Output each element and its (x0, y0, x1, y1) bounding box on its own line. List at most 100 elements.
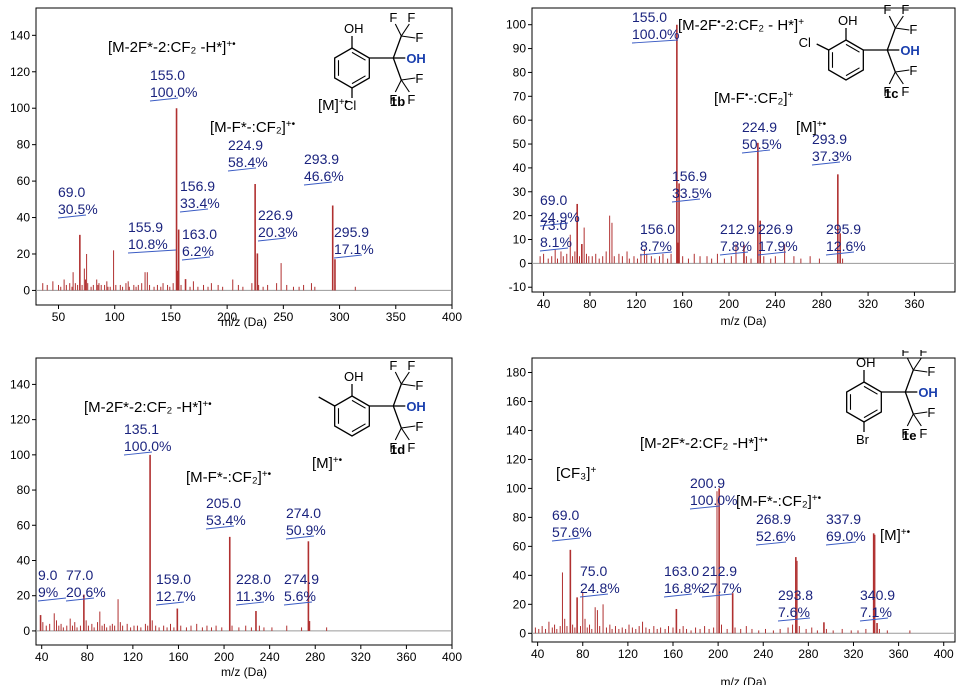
ion-annotation-text: [M-F*-:CF₂] (736, 493, 812, 510)
peak-pct-label: 12.6% (826, 238, 866, 254)
peak-pct-label: 52.6% (756, 528, 796, 544)
x-axis-label: m/z (Da) (721, 314, 767, 328)
x-tick-label: 320 (858, 297, 878, 311)
ion-annotation-text: [M-2F*-2:CF₂ -H*] (84, 399, 202, 416)
f-label: F (407, 10, 415, 25)
peak-leader (539, 222, 569, 227)
double-bond (351, 51, 366, 61)
y-tick-label: 100 (506, 481, 526, 495)
x-tick-label: 160 (168, 650, 188, 664)
ion-annotation: [M-F*-:CF₂]+• (210, 119, 296, 137)
y-tick-label: 10 (513, 232, 527, 246)
f-bond (894, 71, 904, 85)
ion-annotation-charge: + (798, 17, 804, 28)
ion-annotation: [M-2F*-2:CF₂ -H*]+• (640, 435, 768, 453)
peak-mz-label: 9.0 (38, 567, 58, 583)
peak-mz-label: 274.0 (286, 505, 321, 521)
f-bond (913, 411, 928, 415)
f-bond (401, 425, 416, 429)
peak-mz-label: 155.0 (632, 9, 667, 25)
peak-mz-label: 293.8 (778, 587, 813, 603)
ion-annotation-charge: +• (262, 469, 272, 480)
double-bond (845, 43, 860, 53)
peak-leader (719, 251, 749, 256)
ion-annotation-text: [M] (796, 119, 817, 136)
f-label: F (389, 358, 397, 373)
ion-annotation-dot: • (745, 90, 749, 101)
peak-mz-label: 295.9 (334, 224, 369, 240)
peak-leader (333, 254, 363, 259)
peak-pct-label: 33.5% (672, 185, 712, 201)
f-label: F (901, 2, 909, 17)
y-tick-label: 40 (17, 553, 31, 567)
peak-pct-label: 12.7% (156, 588, 196, 604)
peak-pct-label: 5.6% (284, 588, 316, 604)
cf3-bottom-bond (904, 391, 914, 415)
peak-leader (859, 617, 889, 622)
x-tick-label: 150 (161, 310, 181, 324)
peak-mz-label: 163.0 (664, 563, 699, 579)
peak-mz-label: 293.9 (812, 131, 847, 147)
f-bond (906, 357, 914, 371)
compound-label: 1e (902, 428, 916, 443)
substituent-label: Br (856, 432, 870, 447)
peak-pct-label: 50.9% (286, 522, 326, 538)
peak-leader (757, 251, 787, 256)
spectrum-panel-1e: 0 20 40 60 80 100 120 140 160 180 40 80 120 160 200 240… (480, 344, 970, 689)
double-bond (351, 423, 366, 433)
peak-leader (57, 214, 87, 219)
ion-annotation-text2: -2:CF₂ - H*] (721, 17, 799, 34)
peak-mz-label: 200.9 (690, 475, 725, 491)
y-tick-label: 20 (513, 209, 527, 223)
x-tick-label: 200 (214, 650, 234, 664)
y-tick-label: 120 (506, 452, 526, 466)
spectrum-panel-1d: 0 20 40 60 80 100 120 140 40 80 120 160 200 240 280 320… (0, 350, 465, 685)
ion-annotation-charge: +• (758, 435, 768, 446)
peak-mz-label: 337.9 (826, 511, 861, 527)
ion-annotation-text: [M-F*-:CF₂] (186, 469, 262, 486)
y-tick-label: 100 (506, 18, 526, 32)
peak-pct-label: 33.4% (180, 195, 220, 211)
peak-pct-label: 27.7% (702, 580, 742, 596)
substituent-label: Cl (799, 35, 811, 50)
f-bond (401, 35, 416, 39)
ion-annotation: [M-2F*-2:CF₂ -H*]+• (84, 399, 212, 417)
y-tick-label: 60 (513, 539, 527, 553)
f-label: F (927, 405, 935, 420)
peak-leader (65, 597, 95, 602)
x-tick-label: 160 (663, 647, 683, 661)
double-bond (351, 399, 366, 409)
peak-mz-label: 228.0 (236, 571, 271, 587)
y-tick-label: 80 (17, 483, 31, 497)
peak-pct-label: 7.1% (860, 604, 892, 620)
peak-mz-label: 226.9 (258, 207, 293, 223)
cf3-top-bond (392, 383, 402, 407)
y-tick-label: 20 (17, 247, 31, 261)
x-tick-label: 200 (708, 647, 728, 661)
peak-mz-label: 340.9 (860, 587, 895, 603)
peak-leader (235, 601, 265, 606)
peak-pct-label: 17.9% (758, 238, 798, 254)
x-tick-label: 240 (753, 647, 773, 661)
f-bond (394, 371, 402, 385)
f-bond (895, 69, 910, 73)
y-tick-label: 50 (513, 137, 527, 151)
x-tick-label: 40 (537, 297, 551, 311)
peak-mz-label: 224.9 (228, 137, 263, 153)
ion-annotation-text: [M-F (714, 90, 745, 107)
x-tick-label: 400 (442, 650, 462, 664)
f-label: F (415, 378, 423, 393)
x-tick-label: 300 (330, 310, 350, 324)
x-tick-label: 120 (626, 297, 646, 311)
phenol-oh-label: OH (856, 355, 876, 370)
peak-pct-label: 6.2% (182, 243, 214, 259)
cf3-bottom-bond (392, 405, 402, 429)
peak-mz-label: 295.9 (826, 221, 861, 237)
y-tick-label: 70 (513, 89, 527, 103)
spectrum-chart-1d: 0 20 40 60 80 100 120 140 40 80 120 160 200 240 280 320… (10, 357, 462, 679)
peak-leader (631, 39, 679, 44)
ion-annotation-text: [M] (318, 97, 339, 114)
f-label: F (909, 22, 917, 37)
